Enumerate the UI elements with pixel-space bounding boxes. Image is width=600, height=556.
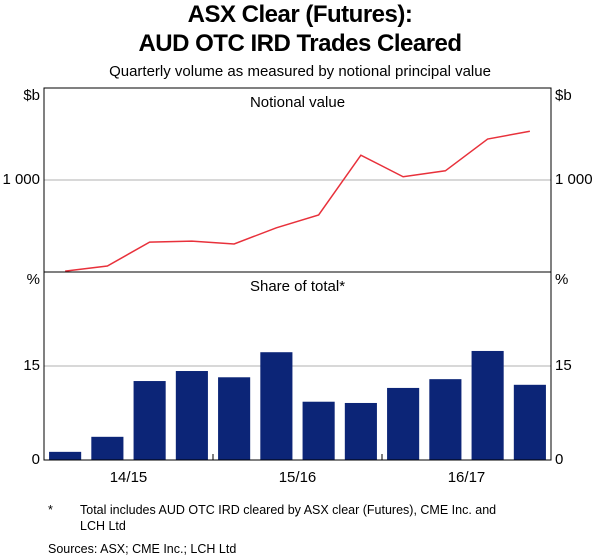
- y-tick-label: 1 000: [2, 171, 40, 188]
- unit-label: $b: [555, 87, 572, 104]
- bar: [133, 381, 166, 460]
- panel-title: Notional value: [250, 94, 345, 111]
- title-line: ASX Clear (Futures):: [187, 1, 413, 28]
- y2-tick-label: 1 000: [555, 171, 593, 188]
- x-tick-label: 15/16: [279, 469, 317, 486]
- bar: [91, 436, 124, 460]
- bar: [49, 451, 82, 460]
- x-tick-label: 16/17: [448, 469, 486, 486]
- bar: [387, 387, 420, 460]
- bar: [429, 379, 462, 460]
- bar: [471, 350, 504, 460]
- bar: [513, 384, 546, 460]
- bar: [175, 371, 208, 460]
- unit-label: %: [27, 271, 40, 288]
- bar: [344, 402, 377, 460]
- y-tick-label: 0: [32, 451, 40, 468]
- bar: [260, 352, 293, 460]
- title-line: AUD OTC IRD Trades Cleared: [138, 30, 462, 57]
- bar: [218, 377, 251, 460]
- y2-tick-label: 0: [555, 451, 563, 468]
- line: [65, 130, 531, 272]
- y2-tick-label: 15: [555, 357, 572, 374]
- subtitle: Quarterly volume as measured by notional…: [109, 63, 491, 80]
- unit-label: %: [555, 271, 568, 288]
- sources: Sources: ASX; CME Inc.; LCH Ltd: [48, 542, 237, 556]
- title: ASX Clear (Futures): AUD OTC IRD Trades …: [0, 0, 600, 58]
- y-tick-label: 15: [23, 357, 40, 374]
- bar: [302, 401, 335, 460]
- unit-label: $b: [23, 87, 40, 104]
- note-marker: *: [48, 503, 53, 517]
- panel-border: [43, 271, 552, 461]
- note-text: Total includes AUD OTC IRD cleared by AS…: [80, 503, 497, 533]
- x-tick-label: 14/15: [110, 469, 148, 486]
- panel-title: Share of total*: [250, 278, 345, 295]
